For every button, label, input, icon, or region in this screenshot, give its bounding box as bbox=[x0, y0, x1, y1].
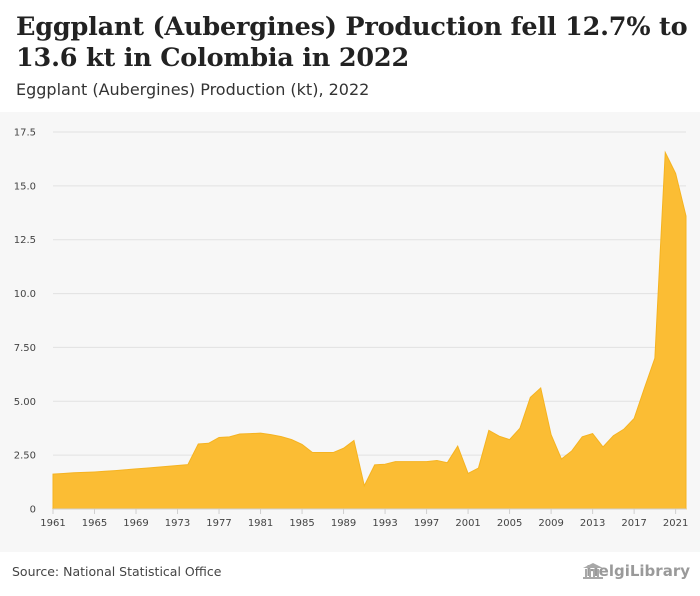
y-tick-label: 5.00 bbox=[14, 397, 36, 408]
y-tick-labels: 0 2.50 5.00 7.50 10.0 12.5 15.0 17.5 bbox=[14, 128, 36, 516]
series-area bbox=[52, 150, 687, 510]
chart-subtitle: Eggplant (Aubergines) Production (kt), 2… bbox=[16, 80, 370, 99]
source-note: Source: National Statistical Office bbox=[12, 564, 222, 579]
x-tick-label: 1961 bbox=[40, 518, 65, 529]
chart-area: 0 2.50 5.00 7.50 10.0 12.5 15.0 17.5 1961 1965 19… bbox=[0, 112, 700, 552]
x-tick-label: 2009 bbox=[538, 518, 563, 529]
x-tick-label: 2013 bbox=[580, 518, 605, 529]
x-tick-label: 2001 bbox=[455, 518, 480, 529]
y-tick-label: 10.0 bbox=[14, 289, 36, 300]
axes bbox=[52, 508, 686, 514]
x-tick-label: 1997 bbox=[414, 518, 439, 529]
brand-name: HelgiLibrary bbox=[586, 562, 690, 580]
x-tick-label: 2005 bbox=[497, 518, 522, 529]
series-area-path bbox=[52, 150, 687, 510]
x-tick-labels: 1961 1965 1969 1973 1977 1981 1985 1989 1993 1997… bbox=[40, 518, 688, 529]
brand-logo: HelgiLibrary bbox=[582, 562, 690, 580]
y-tick-label: 15.0 bbox=[14, 181, 36, 192]
x-tick-label: 2017 bbox=[621, 518, 646, 529]
y-tick-label: 0 bbox=[30, 505, 36, 516]
x-tick-label: 1981 bbox=[248, 518, 273, 529]
x-tick-label: 1973 bbox=[165, 518, 190, 529]
y-tick-label: 17.5 bbox=[14, 128, 36, 139]
x-tick-label: 1969 bbox=[123, 518, 148, 529]
header: Eggplant (Aubergines) Production fell 12… bbox=[0, 0, 700, 112]
grid-lines bbox=[53, 131, 686, 510]
y-tick-label: 12.5 bbox=[14, 235, 36, 246]
x-tick-label: 2021 bbox=[663, 518, 688, 529]
x-tick-label: 1985 bbox=[289, 518, 314, 529]
x-tick-label: 1989 bbox=[331, 518, 356, 529]
x-tick-label: 1993 bbox=[372, 518, 397, 529]
x-tick-label: 1977 bbox=[206, 518, 231, 529]
y-tick-label: 2.50 bbox=[14, 451, 36, 462]
chart-title: Eggplant (Aubergines) Production fell 12… bbox=[16, 12, 688, 73]
footer: Source: National Statistical Office Helg… bbox=[0, 552, 700, 596]
x-tick-label: 1965 bbox=[82, 518, 107, 529]
y-tick-label: 7.50 bbox=[14, 343, 36, 354]
